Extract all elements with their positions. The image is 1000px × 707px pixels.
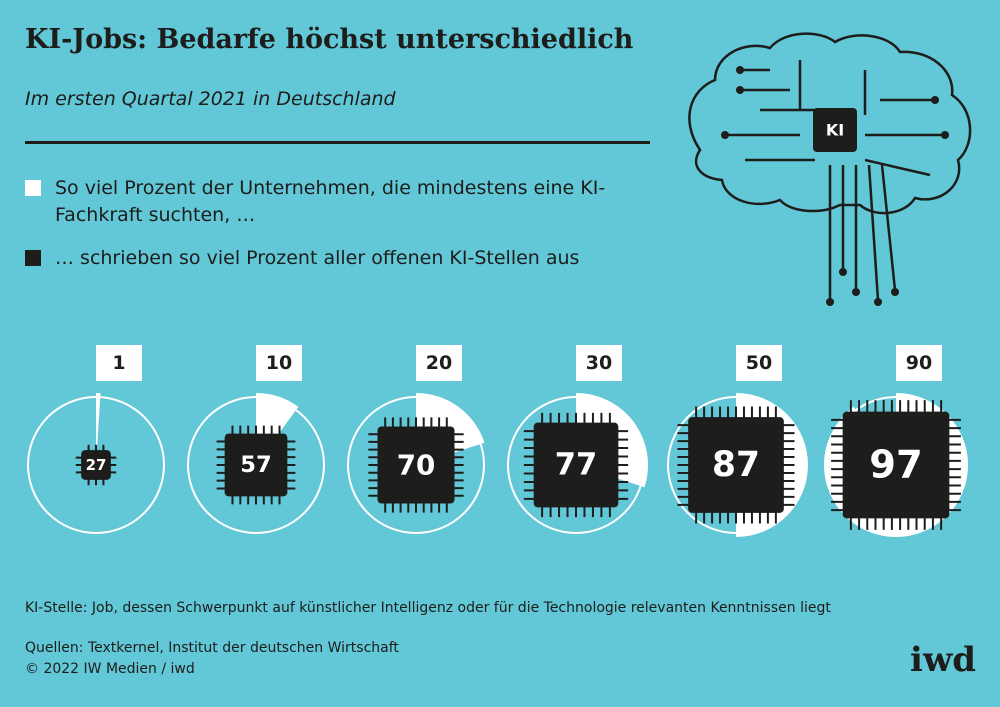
chip-label: 27 (86, 456, 107, 474)
rule (25, 141, 650, 144)
chip (842, 411, 950, 519)
brain-illustration (688, 32, 972, 301)
label-box (576, 345, 622, 381)
chip (377, 426, 455, 504)
ki-label: KI (826, 121, 844, 140)
label-box (256, 345, 302, 381)
label-box (896, 345, 942, 381)
chip-label: 87 (712, 445, 760, 485)
subtitle: Im ersten Quartal 2021 in Deutschland (25, 88, 396, 110)
label-box (736, 345, 782, 381)
legend-label: So viel Prozent der Unternehmen, die min… (55, 177, 606, 226)
legend-item: … schrieben so viel Prozent aller offene… (25, 245, 625, 272)
legend-swatch (25, 180, 41, 196)
legend-item: So viel Prozent der Unternehmen, die min… (25, 175, 625, 229)
chip (533, 422, 619, 508)
share-label: 30 (586, 352, 612, 374)
label-box (416, 345, 462, 381)
share-label: 50 (746, 352, 772, 374)
ki-chip (813, 108, 857, 152)
chip-label: 97 (869, 443, 922, 488)
sources: Quellen: Textkernel, Institut der deutsc… (25, 640, 399, 656)
title: KI-Jobs: Bedarfe höchst unterschiedlich (25, 24, 634, 55)
share-label: 90 (906, 352, 932, 374)
legend-swatch (25, 250, 41, 266)
copyright: © 2022 IW Medien / iwd (25, 661, 195, 677)
label-box (96, 345, 142, 381)
share-label: 20 (426, 352, 452, 374)
footnote: KI-Stelle: Job, dessen Schwerpunkt auf k… (25, 600, 831, 616)
chip (224, 433, 288, 497)
pie-grid: 1 27 10 57 20 70 30 77 50 87 90 97 (27, 345, 968, 537)
chip (81, 450, 111, 480)
chip-label: 70 (397, 449, 436, 482)
legend-label: … schrieben so viel Prozent aller offene… (55, 247, 580, 269)
chip-label: 57 (240, 452, 271, 478)
wedge (96, 393, 101, 465)
chip (688, 417, 784, 513)
share-label: 1 (112, 352, 125, 374)
share-label: 10 (266, 352, 292, 374)
chip-label: 77 (555, 448, 597, 483)
logo: iwd (910, 640, 976, 680)
brain-nodes (721, 66, 949, 306)
